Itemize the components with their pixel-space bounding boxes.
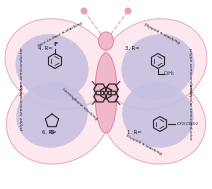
Text: 6. R=: 6. R= <box>42 129 57 135</box>
Text: 4. R=: 4. R= <box>38 46 53 51</box>
Text: n-type semiconductor: n-type semiconductor <box>20 47 24 95</box>
Text: F: F <box>53 42 57 46</box>
Ellipse shape <box>122 82 194 148</box>
Text: face-to-face π-stacking: face-to-face π-stacking <box>37 20 83 47</box>
Ellipse shape <box>15 34 89 100</box>
Text: p-type semiconductor: p-type semiconductor <box>20 83 24 131</box>
Ellipse shape <box>102 74 206 164</box>
Text: herringbone stacking: herringbone stacking <box>61 87 99 121</box>
Ellipse shape <box>121 34 195 100</box>
Text: Slipped π-stacking: Slipped π-stacking <box>125 134 163 156</box>
Text: p-type semiconductor: p-type semiconductor <box>188 47 192 95</box>
Ellipse shape <box>5 19 111 109</box>
Ellipse shape <box>99 32 113 50</box>
Circle shape <box>124 8 131 15</box>
Circle shape <box>81 8 88 15</box>
Text: S: S <box>50 129 54 135</box>
Text: Slipped π-stacking: Slipped π-stacking <box>143 23 181 45</box>
Text: ambipolar semiconductor: ambipolar semiconductor <box>188 84 192 140</box>
Ellipse shape <box>6 74 110 164</box>
Ellipse shape <box>101 19 207 109</box>
Text: C₂H₅: C₂H₅ <box>164 71 175 76</box>
Ellipse shape <box>16 82 88 148</box>
Text: $\mathit{CF_2(CH_3)_2}$: $\mathit{CF_2(CH_3)_2}$ <box>176 120 199 128</box>
Ellipse shape <box>95 53 117 133</box>
Text: 1. R=: 1. R= <box>127 129 142 135</box>
Text: 3. R=: 3. R= <box>125 46 139 51</box>
